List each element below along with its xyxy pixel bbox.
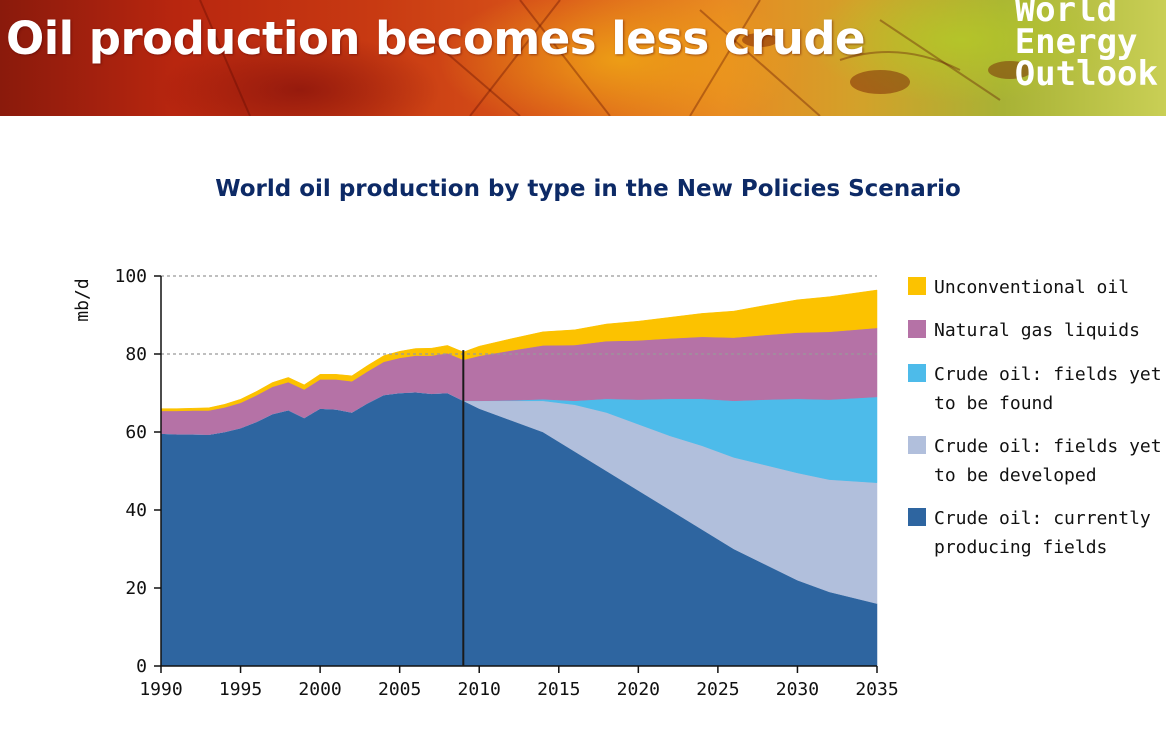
x-tick-label: 2035 [855, 679, 898, 700]
x-tick-label: 2030 [776, 679, 819, 700]
x-tick-label: 2015 [537, 679, 580, 700]
legend-label: Natural gas liquids [934, 320, 1140, 341]
chart-title: World oil production by type in the New … [215, 176, 961, 202]
legend-label: Unconventional oil [934, 277, 1129, 298]
x-tick-label: 1995 [219, 679, 262, 700]
chart-axes: 0 20 40 60 80 100 1990 1995 2000 2005 2010 2015 2020… [72, 266, 899, 700]
chart-areas [160, 289, 878, 667]
x-tick-label: 2010 [458, 679, 501, 700]
x-tick-label: 2025 [696, 679, 739, 700]
header-banner: Oil production becomes less crude World … [0, 0, 1166, 116]
legend-label: to be found [934, 393, 1053, 414]
legend-swatch [908, 508, 926, 526]
y-tick-label: 60 [125, 422, 147, 443]
x-tick-label: 2005 [378, 679, 421, 700]
legend-item: Crude oil: fields yet to be developed [908, 436, 1162, 486]
logo-line: Energy [1014, 22, 1138, 62]
legend-swatch [908, 277, 926, 295]
area-unconventional-oil [160, 289, 878, 412]
x-tick-label: 2000 [298, 679, 341, 700]
chart-gridlines [161, 275, 877, 355]
legend-item: Unconventional oil [908, 277, 1129, 298]
x-tick-label: 1990 [139, 679, 182, 700]
legend-swatch [908, 364, 926, 382]
legend-swatch [908, 436, 926, 454]
y-tick-label: 40 [125, 500, 147, 521]
slide-headline: Oil production becomes less crude [6, 12, 866, 65]
legend-label: to be developed [934, 465, 1097, 486]
y-tick-label: 0 [136, 656, 147, 677]
chart-legend: Unconventional oil Natural gas liquids Cru… [908, 277, 1162, 558]
world-energy-outlook-logo: World Energy Outlook [1014, 0, 1158, 94]
legend-label: Crude oil: fields yet [934, 364, 1162, 385]
legend-item: Crude oil: currently producing fields [908, 508, 1151, 558]
x-tick-label: 2020 [617, 679, 660, 700]
legend-swatch [908, 320, 926, 338]
banner-decoration [199, 0, 1032, 116]
legend-label: Crude oil: fields yet [934, 436, 1162, 457]
y-tick-label: 100 [114, 266, 147, 287]
y-tick-label: 80 [125, 344, 147, 365]
legend-label: producing fields [934, 537, 1107, 558]
y-tick-label: 20 [125, 578, 147, 599]
y-axis-label: mb/d [72, 278, 93, 321]
logo-line: Outlook [1014, 54, 1158, 94]
legend-label: Crude oil: currently [934, 508, 1151, 529]
legend-item: Crude oil: fields yet to be found [908, 364, 1162, 414]
legend-item: Natural gas liquids [908, 320, 1140, 341]
logo-line: World [1014, 0, 1118, 30]
